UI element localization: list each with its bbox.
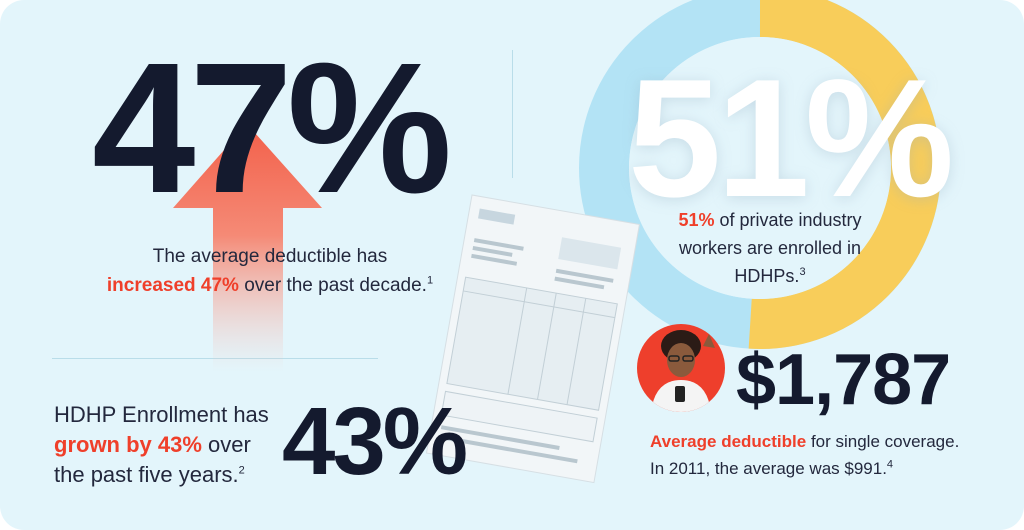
stat-47-highlight: increased 47% [106,275,239,296]
person-avatar-icon [651,330,715,412]
stat-51-highlight: 51% [678,210,715,230]
stat-51-desc-line3: HDHPs. [734,266,800,286]
stat-47-description: The average deductible has increased 47%… [100,242,440,300]
stat-51-description: 51% of private industry workers are enro… [650,206,890,290]
footnote-3: 3 [799,266,806,278]
stat-51-desc-line1: of private industry [719,210,862,230]
stat-43-highlight: grown by 43% [54,432,202,457]
stat-43-desc-line3: the past five years. [54,462,239,487]
ring-arc [748,0,941,349]
stat-1787-desc-line1: for single coverage. [810,432,960,451]
footnote-2: 2 [238,464,245,477]
ring-center [629,37,891,299]
footnote-1: 1 [426,274,434,287]
stat-47-desc-line2: over the past decade. [244,275,427,296]
vertical-divider [512,50,513,178]
stat-1787-desc-line2: In 2011, the average was $991. [650,459,887,478]
avatar [637,324,725,412]
stat-47-desc-line1: The average deductible has [152,246,388,267]
stat-47-value: 47% [92,25,452,232]
stat-43-desc-line1: HDHP Enrollment has [54,402,269,427]
stat-1787-highlight: Average deductible [650,432,807,451]
footnote-4: 4 [886,458,894,471]
stat-51-desc-line2: workers are enrolled in [678,238,862,258]
stat-43-value: 43% [282,388,468,495]
stat-1787-value: $1,787 [736,340,951,420]
stat-1787-description: Average deductible for single coverage. … [650,428,1000,482]
stat-51-value: 51% [628,44,954,232]
stat-43-description: HDHP Enrollment has grown by 43% over th… [54,400,294,490]
stat-43-desc-line2: over [208,432,251,457]
